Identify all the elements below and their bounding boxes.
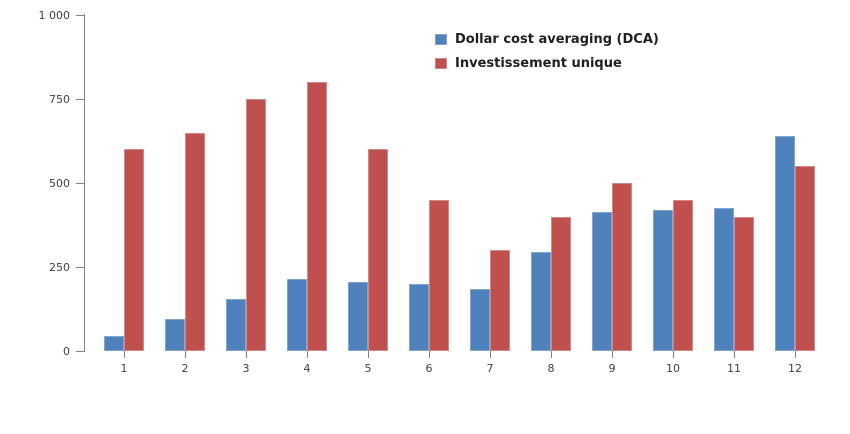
- bar-unique-1: [124, 149, 144, 351]
- legend-swatch-dca: [435, 33, 447, 45]
- x-axis-tick: [551, 351, 552, 358]
- x-axis-tick: [490, 351, 491, 358]
- bar-unique-5: [368, 149, 388, 351]
- y-axis-tick: [76, 266, 84, 268]
- bar-dca-8: [531, 252, 551, 351]
- bar-dca-12: [775, 136, 795, 351]
- bar-unique-7: [490, 250, 510, 351]
- x-axis-tick: [124, 351, 125, 358]
- legend-label-dca: Dollar cost averaging (DCA): [455, 31, 659, 47]
- bar-unique-11: [734, 217, 754, 351]
- bar-dca-7: [470, 289, 490, 351]
- x-axis-tick-label: 12: [788, 362, 802, 375]
- x-axis-tick-label: 6: [425, 362, 433, 375]
- y-axis-tick-label: 250: [49, 260, 70, 274]
- y-axis-tick: [76, 14, 84, 16]
- bar-dca-9: [592, 212, 612, 351]
- x-axis-tick-label: 9: [608, 362, 616, 375]
- bar-unique-2: [185, 133, 205, 351]
- bar-dca-11: [714, 208, 734, 351]
- y-axis-tick-label: 0: [63, 344, 70, 358]
- y-axis-tick: [76, 98, 84, 100]
- x-axis-tick-label: 11: [727, 362, 741, 375]
- x-axis-tick: [368, 351, 369, 358]
- bar-unique-4: [307, 82, 327, 351]
- bar-unique-10: [673, 200, 693, 351]
- bar-dca-3: [226, 299, 246, 351]
- bar-dca-1: [104, 336, 124, 351]
- x-axis-tick: [307, 351, 308, 358]
- y-axis-tick: [76, 350, 84, 352]
- bar-unique-12: [795, 166, 815, 351]
- x-axis-tick: [673, 351, 674, 358]
- x-axis-tick-label: 4: [303, 362, 311, 375]
- x-axis-tick: [734, 351, 735, 358]
- x-axis-tick-label: 8: [547, 362, 555, 375]
- x-axis-tick: [246, 351, 247, 358]
- x-axis-tick-label: 1: [120, 362, 128, 375]
- bar-dca-4: [287, 279, 307, 351]
- x-axis-tick-label: 10: [666, 362, 680, 375]
- legend-swatch-unique: [435, 57, 447, 69]
- y-axis-tick: [76, 182, 84, 184]
- bar-dca-10: [653, 210, 673, 351]
- x-axis-tick: [612, 351, 613, 358]
- y-axis-tick-label: 500: [49, 176, 70, 190]
- x-axis-tick-label: 2: [181, 362, 189, 375]
- legend: Dollar cost averaging (DCA) Investisseme…: [435, 27, 659, 75]
- legend-label-unique: Investissement unique: [455, 55, 622, 71]
- y-axis-tick-label: 1 000: [38, 8, 71, 22]
- bar-dca-2: [165, 319, 185, 351]
- y-axis-tick-label: 750: [49, 92, 70, 106]
- bar-unique-3: [246, 99, 266, 351]
- legend-item-unique: Investissement unique: [435, 51, 659, 75]
- bar-dca-6: [409, 284, 429, 351]
- x-axis-tick-label: 7: [486, 362, 494, 375]
- x-axis-tick: [185, 351, 186, 358]
- x-axis-tick-label: 5: [364, 362, 372, 375]
- bar-unique-6: [429, 200, 449, 351]
- bar-dca-5: [348, 282, 368, 351]
- bar-unique-8: [551, 217, 571, 351]
- legend-item-dca: Dollar cost averaging (DCA): [435, 27, 659, 51]
- x-axis-tick: [795, 351, 796, 358]
- x-axis-tick: [429, 351, 430, 358]
- y-axis-line: [84, 14, 85, 352]
- x-axis-tick-label: 3: [242, 362, 250, 375]
- bar-unique-9: [612, 183, 632, 351]
